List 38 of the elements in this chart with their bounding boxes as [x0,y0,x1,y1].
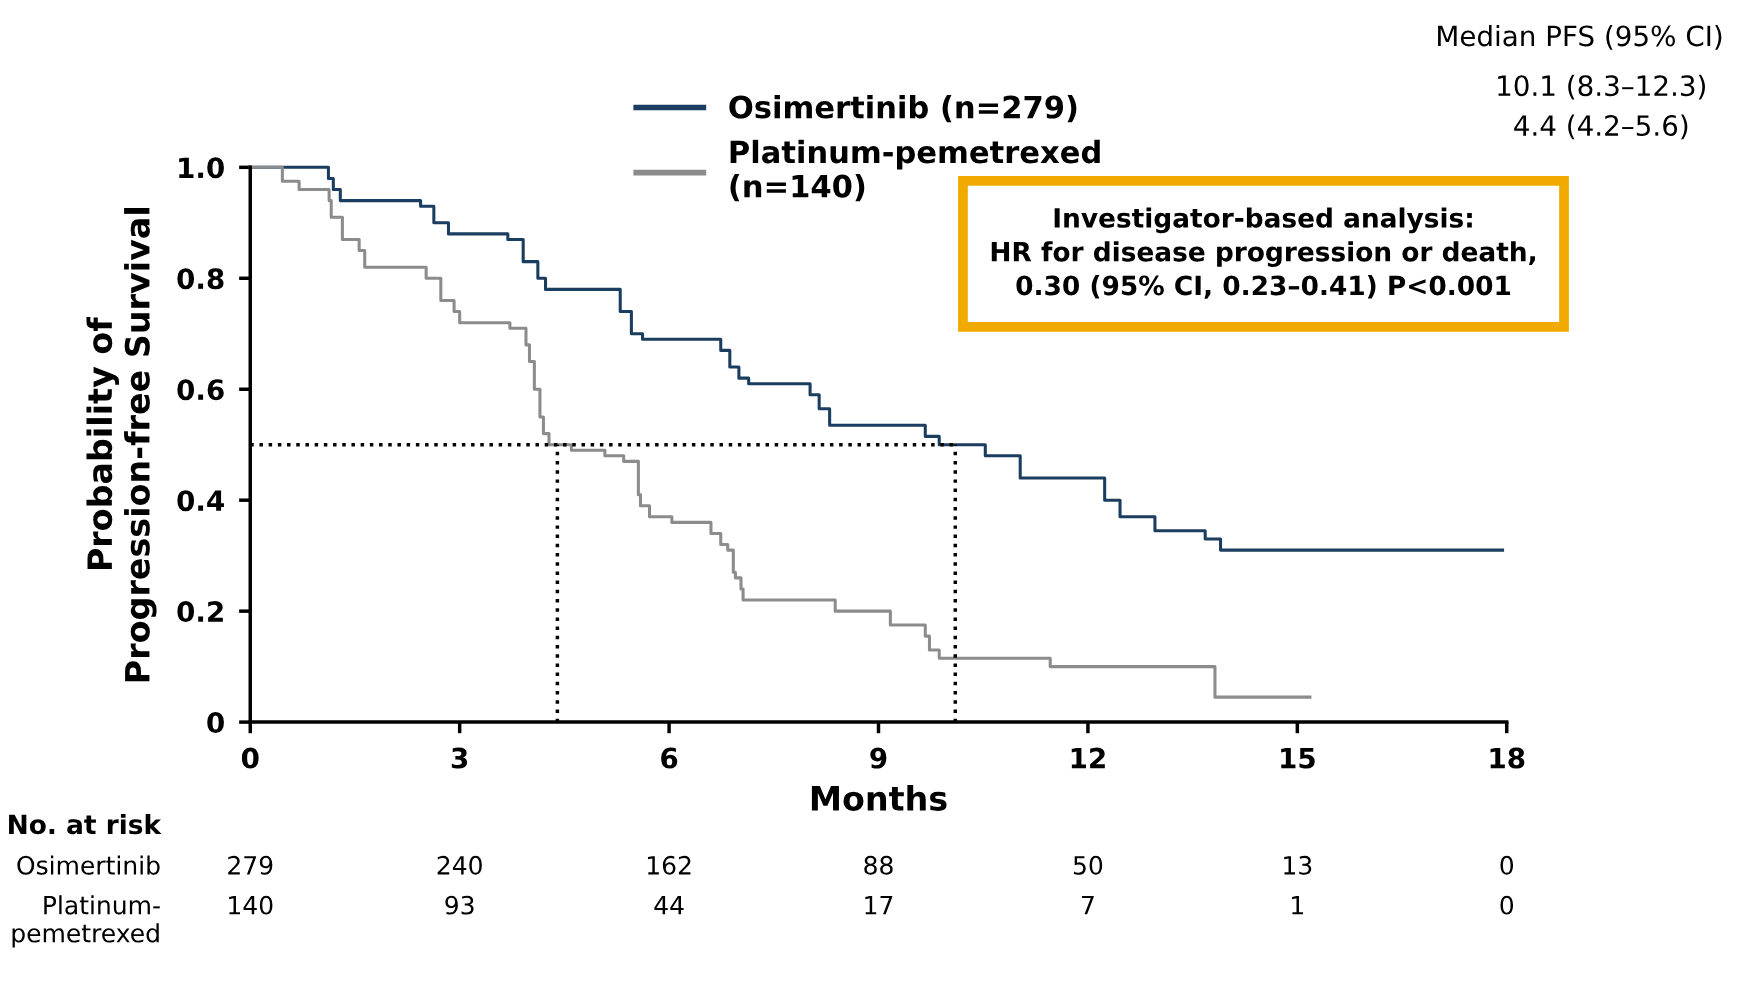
text: 279 [228,855,273,875]
x-axis-title: Months [811,785,947,811]
text: Platinum- pemetrexed [12,895,160,948]
text: 93 [445,895,474,915]
legend-label: Osimertinib (n=279) [729,94,1077,123]
annotation: Investigator-based analysis: HR for disease progression or death, 0.30 (95% CI, 0.23–0.41) P<0.001 [991,207,1535,299]
y-tick-label: 0 [207,712,224,734]
x-tick-label: 15 [1281,747,1315,769]
text: 140 [229,895,273,915]
x-tick-label: 0 [241,747,259,769]
y-tick-label: 0.4 [177,490,224,512]
text: 1 [1292,896,1303,915]
y-tick-label: 0.6 [177,379,224,401]
text: 13 [1284,855,1312,875]
text: 0 [1500,895,1514,915]
x-tick-label: 3 [451,747,468,769]
x-tick-label: 18 [1490,747,1525,769]
text: 0 [1500,855,1514,875]
text: 44 [654,896,684,915]
text: 4.4 (4.2–5.6) [1514,114,1688,140]
x-tick-label: 12 [1071,747,1105,769]
legend-label: Platinum-pemetrexed (n=140) [730,139,1100,202]
text: Median PFS (95% CI) [1438,24,1722,50]
x-tick-label: 6 [661,747,678,769]
y-tick-label: 1.0 [179,157,224,179]
text: 7 [1082,896,1094,915]
x-tick-label: 9 [870,747,887,769]
text: 50 [1073,855,1103,875]
y-axis-title: Probability of Progression-free Survival [86,208,157,682]
text: Osimertinib [17,855,160,875]
text: 10.1 (8.3–12.3) [1498,74,1705,100]
text: 88 [864,855,893,875]
y-tick-label: 0.2 [177,601,223,623]
y-tick-label: 0.8 [177,268,224,290]
text: 240 [437,855,482,875]
text: No. at risk [9,813,162,835]
text: 162 [647,855,691,875]
text: 17 [865,896,893,915]
